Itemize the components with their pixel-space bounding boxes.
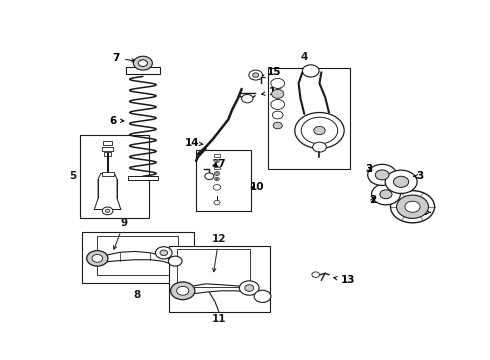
Text: 11: 11 [212,314,226,324]
Circle shape [368,164,396,185]
Bar [268,68,350,169]
Circle shape [271,99,285,109]
Text: 7: 7 [113,53,135,63]
Circle shape [302,65,319,77]
Bar [126,67,160,74]
Circle shape [301,117,338,144]
Circle shape [216,172,219,175]
Circle shape [171,282,195,300]
Bar [214,167,220,169]
Circle shape [215,159,219,163]
Circle shape [273,122,282,129]
Circle shape [87,251,108,266]
Circle shape [177,286,189,295]
Circle shape [102,207,113,215]
Circle shape [312,272,319,278]
Bar [101,172,114,176]
Circle shape [272,111,283,119]
Bar [128,176,158,180]
Circle shape [313,142,326,152]
Circle shape [380,190,392,199]
Circle shape [213,185,221,190]
Circle shape [314,126,325,135]
Circle shape [216,178,218,180]
Circle shape [405,201,420,212]
Circle shape [160,250,168,256]
Text: 10: 10 [249,183,264,192]
Circle shape [371,184,400,205]
Circle shape [385,170,417,193]
Text: 15: 15 [261,67,281,78]
Circle shape [249,70,263,80]
Text: 14: 14 [185,138,203,148]
Text: 2: 2 [369,195,376,205]
Circle shape [205,173,214,180]
Text: 4: 4 [300,52,308,62]
Text: 1: 1 [420,207,430,217]
Circle shape [393,176,409,187]
Bar [196,150,251,211]
Text: 3: 3 [414,171,424,181]
Circle shape [215,177,219,181]
Circle shape [133,56,152,70]
Bar [80,135,148,218]
Circle shape [105,209,110,212]
Circle shape [214,172,220,175]
Circle shape [92,255,102,262]
Circle shape [169,256,182,266]
Polygon shape [94,174,121,210]
Circle shape [254,290,271,302]
Text: 16: 16 [262,87,283,97]
Text: 12: 12 [212,234,226,272]
Circle shape [271,78,285,89]
Circle shape [242,94,253,103]
Circle shape [239,281,259,295]
Bar [102,147,113,151]
Text: 8: 8 [134,291,141,301]
Circle shape [216,160,218,162]
Bar [104,152,111,156]
Text: 5: 5 [69,171,76,181]
Text: 9: 9 [114,219,127,249]
Text: 17: 17 [212,159,226,169]
Bar [170,246,270,312]
Circle shape [138,60,147,67]
Circle shape [253,73,259,77]
Circle shape [245,285,254,291]
Circle shape [375,170,389,180]
Circle shape [271,90,284,98]
Bar [214,154,220,157]
Bar [98,236,178,275]
Text: 13: 13 [334,275,355,285]
Circle shape [396,195,428,219]
Circle shape [295,112,344,149]
Circle shape [214,201,220,205]
Bar [103,141,112,145]
Text: 6: 6 [109,116,124,126]
Bar [177,249,249,287]
Text: 3: 3 [365,164,372,174]
Circle shape [391,191,435,223]
Circle shape [155,247,172,259]
Bar [82,232,194,283]
